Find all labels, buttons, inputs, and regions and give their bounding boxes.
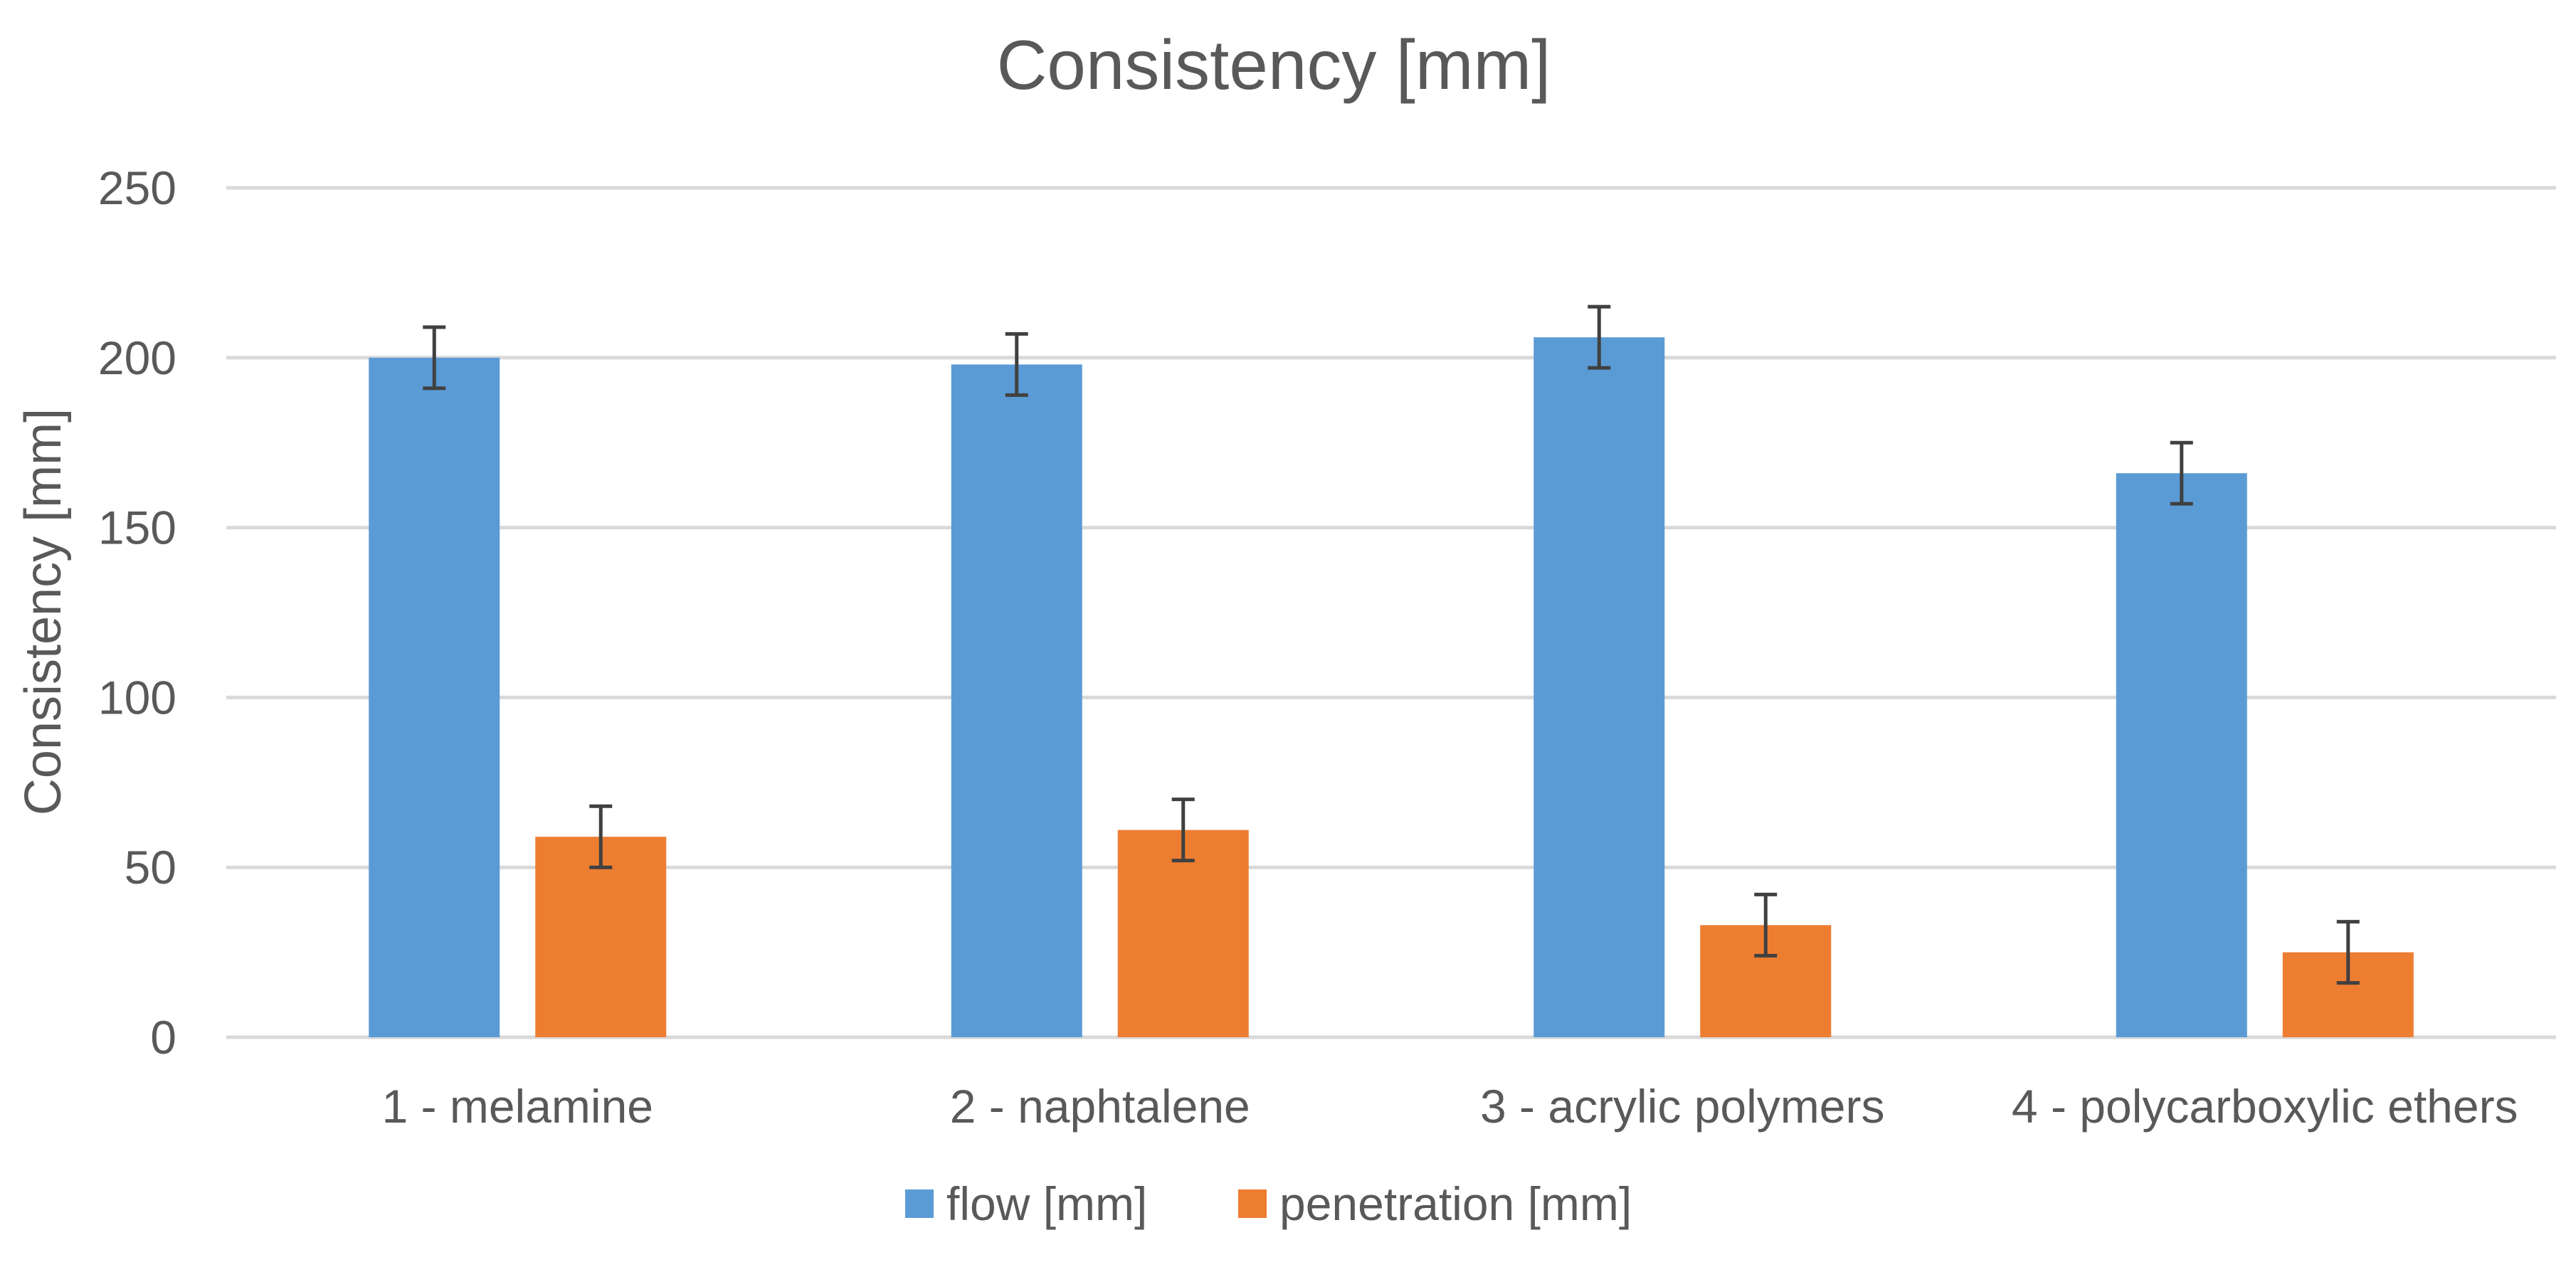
- x-axis-labels: 1 - melamine 2 - naphtalene 3 - acrylic po…: [382, 1080, 2518, 1133]
- y-axis-title: Consistency [mm]: [15, 408, 72, 815]
- error-bars: [423, 304, 2360, 985]
- legend-swatch: [905, 1189, 934, 1218]
- legend-label: penetration [mm]: [1279, 1177, 1632, 1230]
- x-tick-label: 2 - naphtalene: [950, 1080, 1250, 1133]
- bars: [369, 337, 2414, 1037]
- y-tick-label: 100: [98, 671, 176, 724]
- legend-label: flow [mm]: [946, 1177, 1147, 1230]
- bar-penetration: [535, 837, 667, 1037]
- y-tick-label: 200: [98, 332, 176, 384]
- y-tick-label: 250: [98, 161, 176, 214]
- bar-penetration: [1117, 830, 1249, 1037]
- bar-flow: [2116, 473, 2247, 1037]
- x-tick-label: 4 - polycarboxylic ethers: [2012, 1080, 2518, 1133]
- x-tick-label: 1 - melamine: [382, 1080, 653, 1133]
- y-tick-label: 0: [150, 1011, 176, 1064]
- bar-flow: [951, 364, 1082, 1037]
- y-tick-label: 50: [125, 841, 176, 894]
- x-tick-label: 3 - acrylic polymers: [1480, 1080, 1884, 1133]
- chart-title: Consistency [mm]: [997, 26, 1551, 104]
- legend-swatch: [1238, 1189, 1267, 1218]
- y-tick-label: 150: [98, 502, 176, 554]
- bar-flow: [1534, 337, 1665, 1037]
- bar-flow: [369, 357, 500, 1037]
- y-axis-ticks: 0 50 100 150 200 250: [98, 161, 176, 1064]
- legend: flow [mm] penetration [mm]: [905, 1177, 1632, 1230]
